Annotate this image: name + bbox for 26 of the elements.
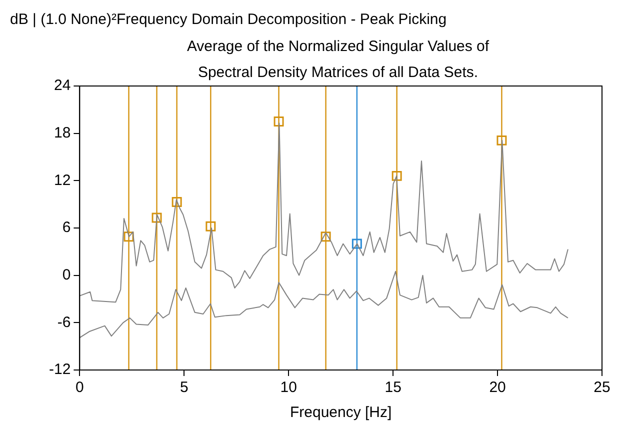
x-tick-label: 0 — [76, 379, 84, 396]
y-tick-label: 6 — [62, 219, 71, 236]
x-tick-label: 25 — [594, 379, 610, 396]
x-axis-title: Frequency [Hz] — [290, 404, 392, 422]
point — [392, 170, 402, 181]
point — [152, 212, 162, 223]
point — [274, 116, 284, 126]
x-tick-label: 15 — [384, 379, 402, 396]
y-tick-label: 12 — [54, 172, 71, 189]
y-tick-label: -6 — [57, 314, 71, 331]
point — [172, 196, 182, 207]
point — [320, 232, 331, 242]
y-tick-label: 0 — [62, 266, 71, 284]
point — [496, 135, 507, 146]
y-tick-label: -12 — [48, 361, 71, 378]
x-tick-label: 20 — [489, 379, 506, 396]
point — [352, 238, 362, 249]
y-tick-label: 24 — [54, 77, 71, 94]
y-tick-label: 18 — [54, 124, 71, 142]
point — [124, 232, 134, 242]
chart-title: Frequency Domain Decomposition - Peak Picking — [116, 11, 447, 28]
y-axis-title: dB | (1.0 None)² — [10, 11, 116, 28]
chart-subtitle: Average of the Normalized Singular Values of Spectral Density Matrices of all Data Sets. — [186, 38, 490, 81]
x-tick-label: 5 — [180, 379, 188, 396]
point — [206, 221, 216, 232]
x-tick-label: 10 — [280, 379, 297, 396]
